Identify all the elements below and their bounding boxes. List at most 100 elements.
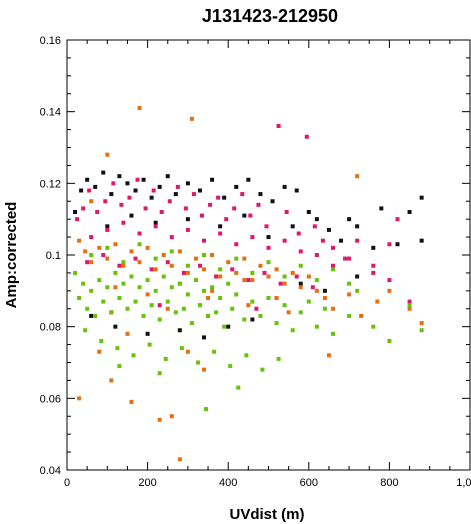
data-point [314, 253, 319, 257]
data-point [101, 299, 106, 304]
data-point [355, 274, 360, 279]
data-point [314, 217, 319, 222]
data-point [355, 288, 360, 293]
y-tick-label: 0.06 [40, 393, 61, 405]
data-point [119, 202, 124, 207]
data-point [419, 321, 424, 326]
data-point [151, 188, 156, 193]
data-point [147, 342, 152, 347]
data-point [419, 328, 424, 333]
data-point [121, 263, 126, 268]
data-point [157, 184, 162, 189]
data-point [306, 274, 311, 279]
data-point [296, 231, 301, 236]
data-point [77, 238, 82, 243]
data-point [330, 267, 335, 272]
chart-title: J131423-212950 [202, 6, 338, 26]
data-point [254, 306, 259, 311]
data-point [226, 260, 231, 265]
data-point [189, 116, 194, 121]
data-point [185, 270, 190, 275]
data-point [163, 356, 168, 361]
data-point [197, 188, 202, 193]
data-point [387, 288, 392, 293]
data-point [282, 303, 287, 308]
data-point [83, 328, 88, 333]
data-point [125, 306, 130, 311]
data-point [246, 278, 251, 283]
data-point [314, 324, 319, 329]
data-point [157, 303, 162, 308]
data-point [157, 317, 162, 322]
data-point [117, 364, 122, 369]
data-point [274, 267, 279, 272]
data-point [111, 181, 116, 186]
data-point [387, 278, 392, 283]
data-point [298, 285, 303, 290]
data-point [113, 242, 118, 247]
data-point [266, 274, 271, 279]
data-point [145, 331, 150, 336]
data-point [343, 256, 348, 261]
data-point [113, 270, 118, 275]
data-point [181, 306, 186, 311]
data-point [204, 407, 209, 412]
data-point [250, 317, 255, 322]
data-point [137, 260, 142, 265]
data-point [216, 195, 221, 200]
data-point [322, 296, 327, 300]
x-tick-label: 0 [64, 477, 70, 489]
data-point [89, 260, 94, 265]
data-point [407, 303, 412, 308]
data-point [79, 188, 84, 193]
data-point [105, 285, 110, 290]
data-point [103, 199, 108, 204]
data-point [121, 220, 126, 225]
data-point [244, 353, 249, 358]
data-point [89, 235, 94, 240]
data-point [347, 281, 352, 286]
data-point [145, 278, 150, 283]
x-tick-label: 1,000 [456, 477, 471, 489]
y-tick-label: 0.16 [40, 35, 61, 47]
data-point [101, 170, 106, 175]
data-point [371, 263, 376, 268]
data-point [210, 288, 215, 293]
data-point [185, 349, 190, 354]
data-point [117, 296, 122, 300]
data-point [371, 270, 376, 275]
data-point [105, 227, 110, 232]
data-point [262, 270, 267, 275]
data-point [218, 231, 223, 236]
data-point [320, 238, 325, 243]
data-point [109, 378, 114, 383]
data-point [214, 310, 219, 315]
data-point [312, 224, 317, 229]
data-point [242, 213, 247, 218]
data-point [135, 177, 140, 182]
data-point [85, 177, 90, 182]
data-point [218, 267, 223, 272]
data-point [153, 220, 158, 225]
data-point [137, 231, 142, 236]
data-point [322, 306, 327, 311]
data-point [214, 274, 219, 279]
x-axis-label: UVdist (m) [230, 506, 305, 523]
data-point [387, 242, 392, 247]
data-point [260, 367, 265, 372]
data-point [127, 195, 132, 200]
data-point [218, 274, 223, 279]
data-point [200, 213, 205, 218]
data-point [266, 235, 271, 240]
data-point [242, 256, 247, 261]
data-point [234, 292, 239, 297]
data-point [347, 256, 352, 261]
x-axis: 0 200 400 600 800 1,000 [64, 40, 471, 489]
data-point [185, 217, 190, 222]
data-point [141, 177, 146, 182]
data-point [113, 324, 118, 329]
data-point [93, 184, 98, 189]
data-point [177, 328, 182, 333]
data-point [117, 174, 122, 179]
